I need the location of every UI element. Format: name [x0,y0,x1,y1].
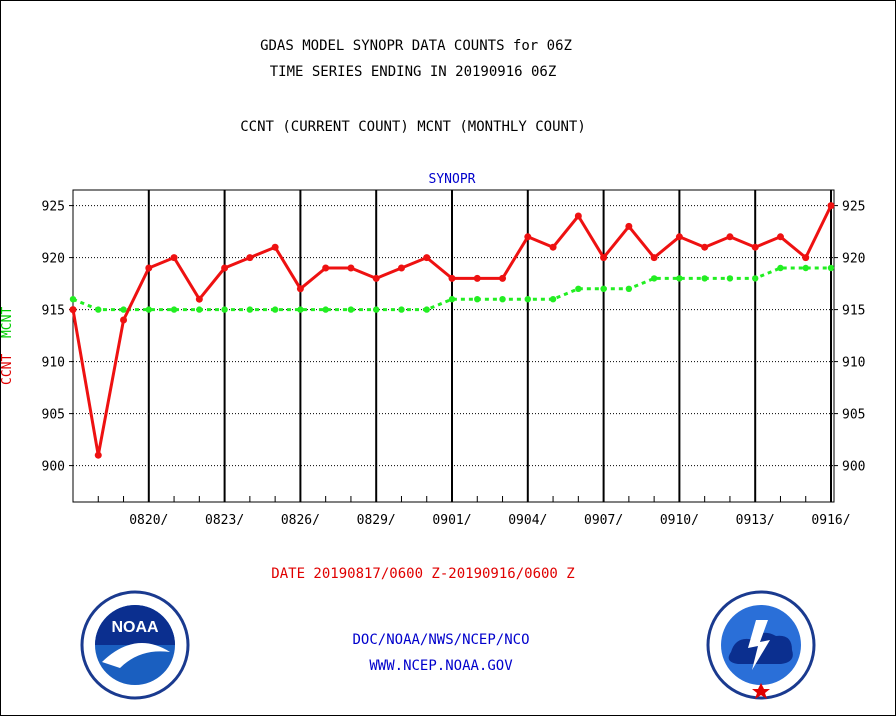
data-point-ccnt [170,254,178,262]
data-point-mcnt [752,275,759,282]
data-point-ccnt [549,243,557,251]
y-tick-label: 905 [42,408,65,423]
data-point-ccnt [625,222,633,230]
data-point-mcnt [423,306,430,313]
y-tick-label-right: 915 [842,304,865,319]
x-tick-label: 0820/ [129,513,168,528]
data-point-mcnt [398,306,405,313]
data-point-mcnt [575,285,582,292]
data-point-ccnt [423,254,431,262]
data-point-ccnt [701,243,709,251]
svg-text:NOAA: NOAA [111,619,159,636]
data-point-ccnt [574,212,582,220]
org-label: DOC/NOAA/NWS/NCEP/NCO [352,632,530,648]
data-point-mcnt [196,306,203,313]
data-point-ccnt [69,306,77,314]
y-tick-label-right: 920 [842,252,865,267]
data-point-mcnt [170,306,178,313]
chart-title-line-2: TIME SERIES ENDING IN 20190916 06Z [269,64,557,80]
data-point-mcnt [650,275,658,282]
url-label: WWW.NCEP.NOAA.GOV [369,658,513,674]
y-tick-label-right: 900 [842,460,865,475]
data-point-ccnt [322,264,330,272]
data-point-ccnt [776,233,784,241]
data-point-ccnt [524,233,532,241]
data-point-mcnt [221,306,228,313]
y-tick-label: 915 [42,304,65,319]
data-point-mcnt [120,306,127,313]
data-point-ccnt [448,274,456,282]
data-point-mcnt [802,264,809,272]
data-point-mcnt [726,275,734,282]
x-tick-label: 0901/ [432,513,471,528]
date-range-label: DATE 20190817/0600 Z-20190916/0600 Z [271,566,575,582]
data-point-mcnt [448,296,456,303]
data-point-ccnt [726,233,734,241]
nws-logo-icon [706,590,816,700]
x-tick-label: 0910/ [660,513,699,528]
data-point-ccnt [347,264,355,272]
data-point-ccnt [397,264,405,272]
data-point-ccnt [120,316,128,324]
x-tick-label: 0916/ [811,513,850,528]
x-tick-label: 0823/ [205,513,244,528]
data-point-mcnt [600,285,607,292]
data-point-mcnt [549,296,557,303]
data-point-mcnt [524,296,531,303]
y-tick-label: 920 [42,252,65,267]
data-point-mcnt [625,285,633,292]
data-point-ccnt [675,233,683,241]
data-point-mcnt [297,306,304,313]
data-point-mcnt [95,306,102,313]
plot-border [72,189,835,503]
y-tick-label-right: 905 [842,408,865,423]
x-tick-label: 0907/ [584,513,623,528]
data-point-mcnt [322,306,329,313]
data-point-ccnt [802,254,810,262]
data-point-ccnt [372,274,380,282]
data-point-ccnt [94,451,102,459]
plot-title: SYNOPR [428,172,476,187]
data-point-mcnt [777,264,784,272]
x-tick-label: 0826/ [281,513,320,528]
data-point-ccnt [296,285,304,293]
y-tick-label: 910 [42,356,65,371]
chart-subtitle: CCNT (CURRENT COUNT) MCNT (MONTHLY COUNT… [240,119,586,135]
y-tick-label-right: 910 [842,356,865,371]
data-point-ccnt [827,202,835,210]
data-point-mcnt [347,306,355,313]
data-point-ccnt [145,264,153,272]
data-point-mcnt [246,306,254,313]
data-point-mcnt [373,306,380,313]
data-point-ccnt [600,254,608,262]
data-point-ccnt [499,274,507,282]
x-tick-label: 0829/ [357,513,396,528]
data-point-ccnt [195,295,203,303]
data-point-mcnt [701,275,708,282]
data-point-mcnt [145,306,152,313]
data-point-ccnt [751,243,759,251]
data-point-mcnt [474,296,481,303]
x-tick-label: 0904/ [508,513,547,528]
data-point-ccnt [271,243,279,251]
data-point-mcnt [69,296,77,303]
y-tick-label: 925 [42,200,65,215]
chart-title-line-1: GDAS MODEL SYNOPR DATA COUNTS for 06Z [260,38,572,54]
data-point-ccnt [650,254,658,262]
data-point-mcnt [271,306,279,313]
data-point-mcnt [676,275,683,282]
data-point-ccnt [246,254,254,262]
data-point-mcnt [827,264,835,272]
noaa-logo-icon: NOAA [80,590,190,700]
y-tick-label-right: 925 [842,200,865,215]
y-tick-label: 900 [42,460,65,475]
data-point-ccnt [473,274,481,282]
x-tick-label: 0913/ [736,513,775,528]
data-point-ccnt [221,264,229,272]
data-point-mcnt [499,296,506,303]
